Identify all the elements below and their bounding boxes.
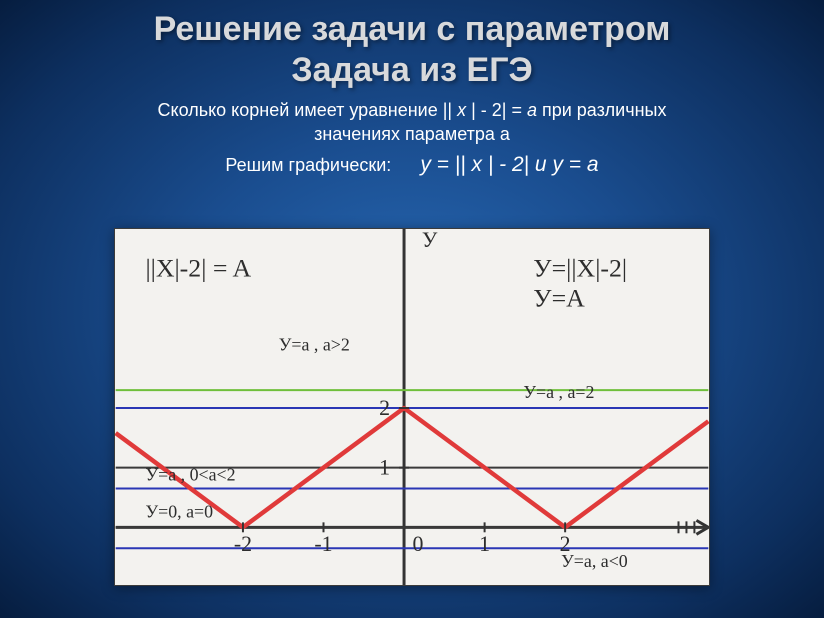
- fn1b: | - 2|: [482, 153, 529, 176]
- method-line: Решим графически: у = || х | - 2| и у = …: [0, 153, 824, 177]
- fn1x: х: [472, 153, 483, 176]
- svg-text:У=A: У=A: [533, 284, 585, 313]
- conj: и: [529, 153, 552, 176]
- parametric-graph: -2-112120УУ=а , а>2У=а , а=2У=а , 0<а<2У…: [115, 229, 709, 585]
- title-line-2: Задача из ЕГЭ: [0, 51, 824, 90]
- sub-2: значениях параметра а: [314, 124, 510, 144]
- svg-text:У=а , а=2: У=а , а=2: [523, 382, 594, 402]
- sub-a: а: [527, 100, 537, 120]
- svg-text:У=0, а=0: У=0, а=0: [145, 501, 213, 521]
- svg-text:У=а, а<0: У=а, а<0: [561, 551, 628, 571]
- svg-text:У=а , 0<а<2: У=а , 0<а<2: [145, 465, 235, 485]
- method-label: Решим графически:: [225, 155, 391, 175]
- problem-statement: Сколько корней имеет уравнение || x | - …: [0, 98, 824, 147]
- graph-container: -2-112120УУ=а , а>2У=а , а=2У=а , 0<а<2У…: [114, 228, 710, 586]
- svg-text:1: 1: [479, 532, 490, 556]
- sub-x: x: [457, 100, 466, 120]
- svg-text:У: У: [422, 229, 438, 252]
- svg-text:2: 2: [379, 396, 390, 420]
- sub-1b: | - 2| =: [466, 100, 527, 120]
- svg-text:||X|-2| = A: ||X|-2| = A: [145, 254, 251, 283]
- title-line-1: Решение задачи с параметром: [0, 10, 824, 49]
- sub-1c: при различных: [537, 100, 667, 120]
- svg-text:0: 0: [412, 532, 423, 556]
- fn2: у = а: [552, 153, 598, 176]
- fn1a: у = ||: [420, 153, 471, 176]
- svg-text:-2: -2: [234, 532, 252, 556]
- svg-text:У=||X|-2|: У=||X|-2|: [533, 254, 627, 283]
- sub-1a: Сколько корней имеет уравнение ||: [158, 100, 458, 120]
- svg-text:У=а , а>2: У=а , а>2: [279, 334, 350, 354]
- svg-text:-1: -1: [314, 532, 332, 556]
- svg-text:1: 1: [379, 456, 390, 480]
